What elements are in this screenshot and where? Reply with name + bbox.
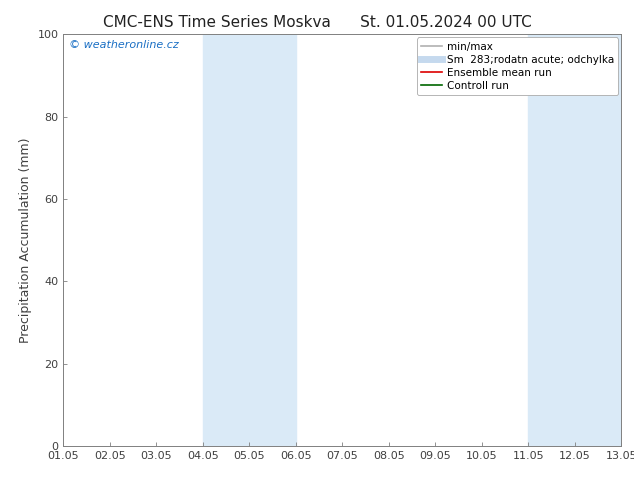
Bar [203, 34, 296, 446]
Legend: min/max, Sm  283;rodatn acute; odchylka, Ensemble mean run, Controll run: min/max, Sm 283;rodatn acute; odchylka, … [417, 37, 618, 95]
Bar [528, 34, 621, 446]
Text: © weatheronline.cz: © weatheronline.cz [69, 41, 179, 50]
Y-axis label: Precipitation Accumulation (mm): Precipitation Accumulation (mm) [19, 137, 32, 343]
Text: CMC-ENS Time Series Moskva      St. 01.05.2024 00 UTC: CMC-ENS Time Series Moskva St. 01.05.202… [103, 15, 531, 30]
